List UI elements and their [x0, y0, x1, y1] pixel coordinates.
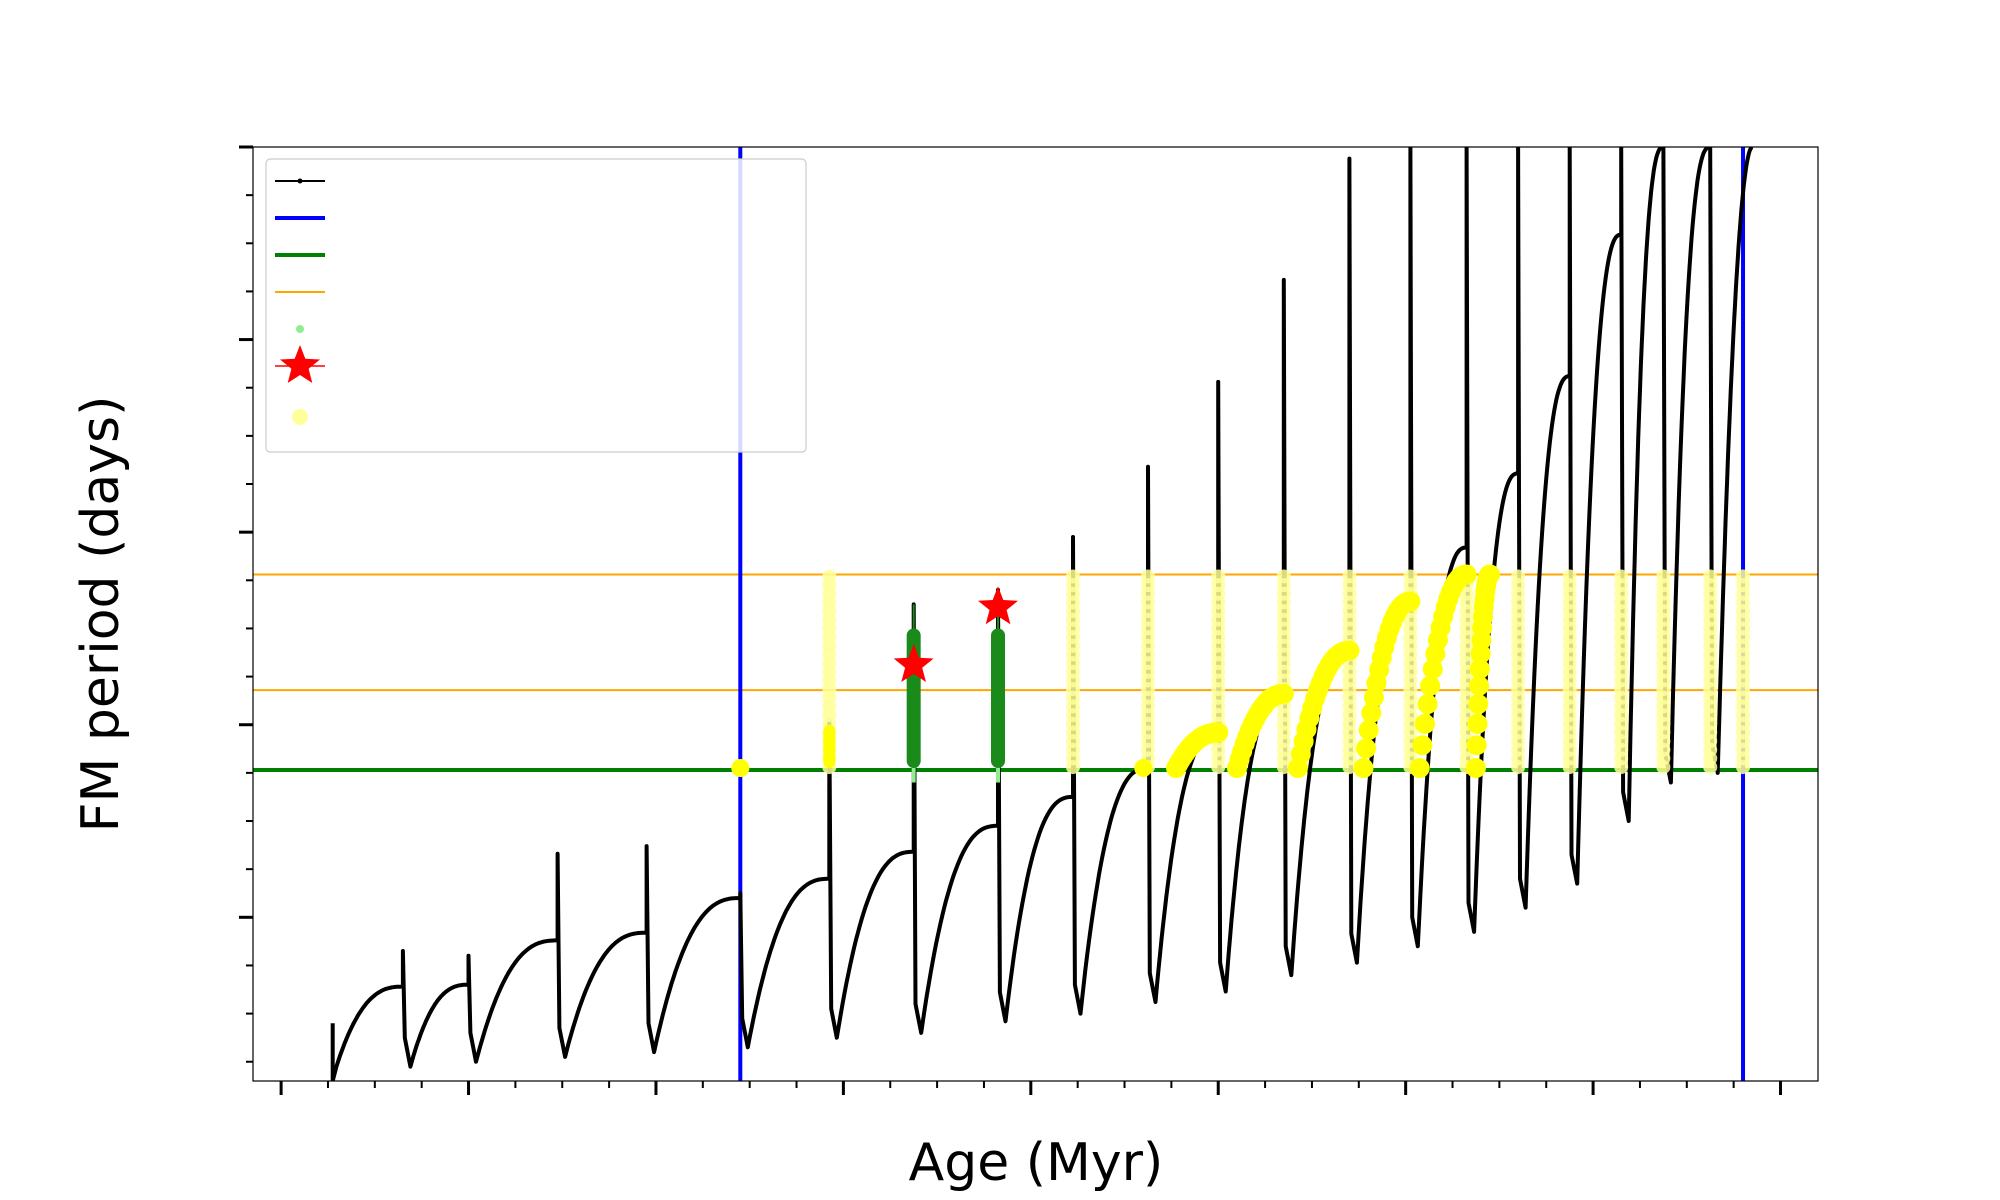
intersection-marker — [1467, 713, 1488, 734]
pulses-identified-markers — [893, 586, 1018, 682]
intersection-band-11 — [1656, 569, 1671, 775]
intersection-marker — [1469, 675, 1490, 696]
intersection-band-4 — [1276, 569, 1291, 775]
intersection-point-1 — [1134, 759, 1153, 778]
intersection-marker — [1614, 569, 1629, 584]
intersection-marker — [822, 569, 837, 584]
intersection-marker — [1511, 569, 1526, 584]
intersection-arc-0 — [1166, 722, 1229, 779]
intersection-marker — [1468, 694, 1489, 715]
intersection-marker — [1466, 735, 1487, 756]
intersection-marker — [1276, 569, 1291, 584]
legend-entry-4 — [296, 325, 304, 333]
intersection-markers — [731, 564, 1751, 779]
intersection-marker — [1414, 713, 1435, 734]
spline-pulse-0 — [906, 604, 921, 783]
intersection-marker — [1480, 564, 1501, 585]
legend-marker-dot — [296, 325, 304, 333]
intersection-marker — [1703, 569, 1718, 584]
intersection-marker — [1403, 569, 1418, 584]
intersection-marker — [1469, 659, 1490, 680]
intersection-band-9 — [1562, 569, 1577, 775]
intersection-marker — [1358, 720, 1379, 741]
intersection-marker — [1465, 758, 1486, 779]
intersection-band-12 — [1703, 569, 1718, 775]
intersection-band-5 — [1342, 569, 1357, 775]
intersection-arc-4 — [1409, 564, 1477, 779]
intersection-marker — [1417, 694, 1438, 715]
plot-area — [253, 147, 1818, 1081]
intersection-arc-5 — [1465, 564, 1501, 779]
intersection-band-2 — [1140, 569, 1155, 775]
intersection-marker — [1736, 569, 1751, 584]
x-axis-label: Age (Myr) — [909, 1133, 1164, 1193]
legend-box — [265, 158, 807, 453]
intersection-marker — [1208, 722, 1229, 743]
intersection-marker — [1273, 683, 1294, 704]
intersection-marker — [1211, 569, 1226, 584]
intersection-band-10 — [1614, 569, 1629, 775]
intersection-arc-3 — [1353, 591, 1421, 779]
legend-entry-6 — [292, 409, 308, 425]
intersection-arc-2 — [1287, 640, 1360, 779]
intersection-point-0 — [731, 759, 750, 778]
spline-pulse-1 — [991, 589, 1006, 783]
intersection-marker — [1361, 703, 1382, 724]
pulse-identified-star-1 — [978, 586, 1018, 625]
track-m1.80_z0.0125 — [330, 147, 1754, 1081]
intersection-band-13 — [1736, 569, 1751, 775]
intersection-marker — [1409, 758, 1430, 779]
intersection-marker — [1456, 564, 1477, 585]
intersection-marker — [1412, 735, 1433, 756]
intersection-marker — [1356, 738, 1377, 759]
intersection-band-8 — [1511, 569, 1526, 775]
intersection-marker — [1353, 758, 1374, 779]
intersection-band-3 — [1211, 569, 1226, 775]
intersection-marker — [1420, 675, 1441, 696]
legend-entry-0 — [275, 178, 325, 184]
legend-marker-circle — [292, 409, 308, 425]
axes — [239, 145, 1783, 1095]
legend-marker-dot — [297, 178, 303, 184]
horizontal-lines — [253, 573, 1818, 772]
legend-marker-star — [280, 345, 320, 383]
intersection-band-1 — [1065, 569, 1080, 775]
intersection-marker — [1342, 569, 1357, 584]
intersection-marker — [1065, 569, 1080, 584]
intersection-arc-1 — [1226, 683, 1294, 779]
legend — [265, 158, 807, 453]
intersection-n6 — [823, 724, 836, 769]
track-line — [330, 147, 1754, 1081]
intersection-marker — [1422, 659, 1443, 680]
intersection-marker — [1339, 640, 1360, 661]
pulse-identified-star-0 — [893, 644, 934, 682]
intersection-marker — [1400, 591, 1421, 612]
legend-entry-5 — [275, 345, 325, 383]
intersection-marker — [1656, 569, 1671, 584]
intersection-marker — [1140, 569, 1155, 584]
y-axis-label: FM period (days) — [71, 396, 131, 833]
plot-frame — [252, 146, 1819, 1082]
intersection-marker — [1562, 569, 1577, 584]
